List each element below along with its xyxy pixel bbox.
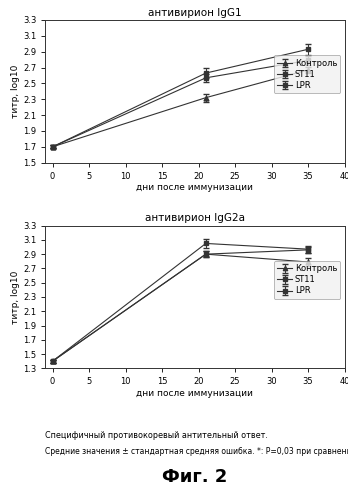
X-axis label: дни после иммунизации: дни после иммунизации xyxy=(136,389,253,398)
Legend: Контроль, ST11, LPR: Контроль, ST11, LPR xyxy=(274,261,340,299)
Text: Специфичный противокоревый антительный ответ.: Специфичный противокоревый антительный о… xyxy=(45,431,268,440)
Text: Фиг. 2: Фиг. 2 xyxy=(162,468,228,486)
Title: антивирион IgG1: антивирион IgG1 xyxy=(148,8,242,18)
Y-axis label: титр, log10: титр, log10 xyxy=(11,65,20,118)
Title: антивирион IgG2a: антивирион IgG2a xyxy=(145,214,245,224)
X-axis label: дни после иммунизации: дни после иммунизации xyxy=(136,184,253,193)
Legend: Контроль, ST11, LPR: Контроль, ST11, LPR xyxy=(274,55,340,93)
Y-axis label: титр, log10: титр, log10 xyxy=(11,270,20,324)
Text: Средние значения ± стандартная средняя ошибка. *: Р=0,03 при сравнении с контрол: Средние значения ± стандартная средняя о… xyxy=(45,448,348,457)
